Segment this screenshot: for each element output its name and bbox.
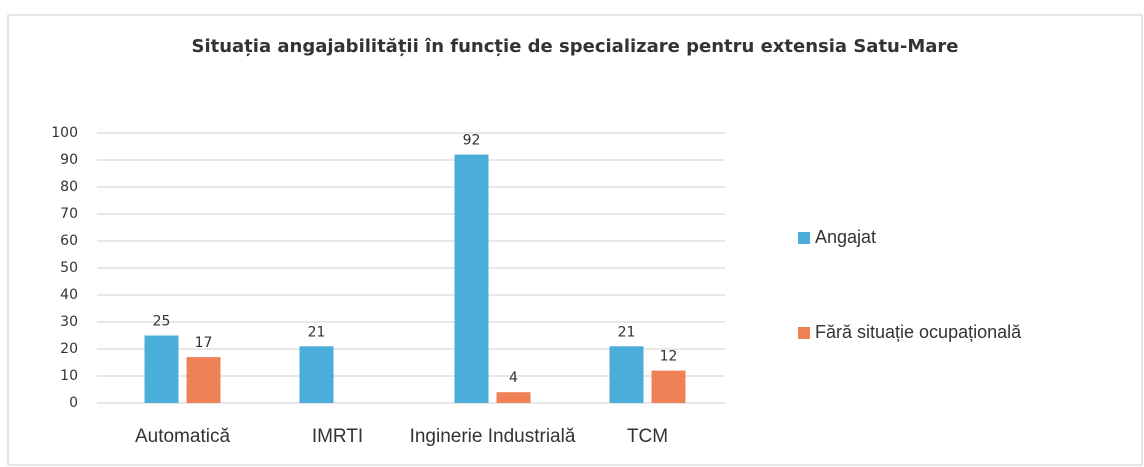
data-label: 92 xyxy=(463,133,481,149)
legend-swatch xyxy=(798,232,810,244)
bar xyxy=(609,346,644,403)
y-tick-label: 80 xyxy=(60,179,78,195)
y-tick-label: 20 xyxy=(60,341,78,357)
y-tick-label: 90 xyxy=(60,152,78,168)
bar xyxy=(299,346,334,403)
data-label: 21 xyxy=(618,324,636,340)
data-label: 21 xyxy=(308,324,326,340)
x-tick-label: Inginerie Industrială xyxy=(410,426,576,447)
y-tick-label: 100 xyxy=(51,125,78,141)
bar xyxy=(186,357,221,403)
y-tick-label: 60 xyxy=(60,233,78,249)
bar xyxy=(454,154,489,403)
y-tick-label: 0 xyxy=(69,395,78,411)
x-tick-label: IMRTI xyxy=(312,426,363,447)
y-tick-label: 30 xyxy=(60,314,78,330)
y-tick-label: 40 xyxy=(60,287,78,303)
data-label: 17 xyxy=(195,335,213,351)
legend-swatch xyxy=(798,327,810,339)
data-label: 12 xyxy=(660,349,678,365)
bar xyxy=(496,392,531,403)
y-tick-label: 50 xyxy=(60,260,78,276)
y-tick-label: 10 xyxy=(60,368,78,384)
y-tick-label: 70 xyxy=(60,206,78,222)
data-label: 4 xyxy=(509,370,518,386)
data-label: 25 xyxy=(153,314,171,330)
bar xyxy=(144,335,179,403)
chart-title: Situația angajabilității în funcție de s… xyxy=(191,36,958,57)
legend-label: Angajat xyxy=(815,227,876,247)
bar xyxy=(651,370,686,403)
legend-label: Fără situație ocupațională xyxy=(815,322,1022,342)
x-tick-label: TCM xyxy=(627,426,668,447)
x-tick-label: Automatică xyxy=(135,426,230,447)
